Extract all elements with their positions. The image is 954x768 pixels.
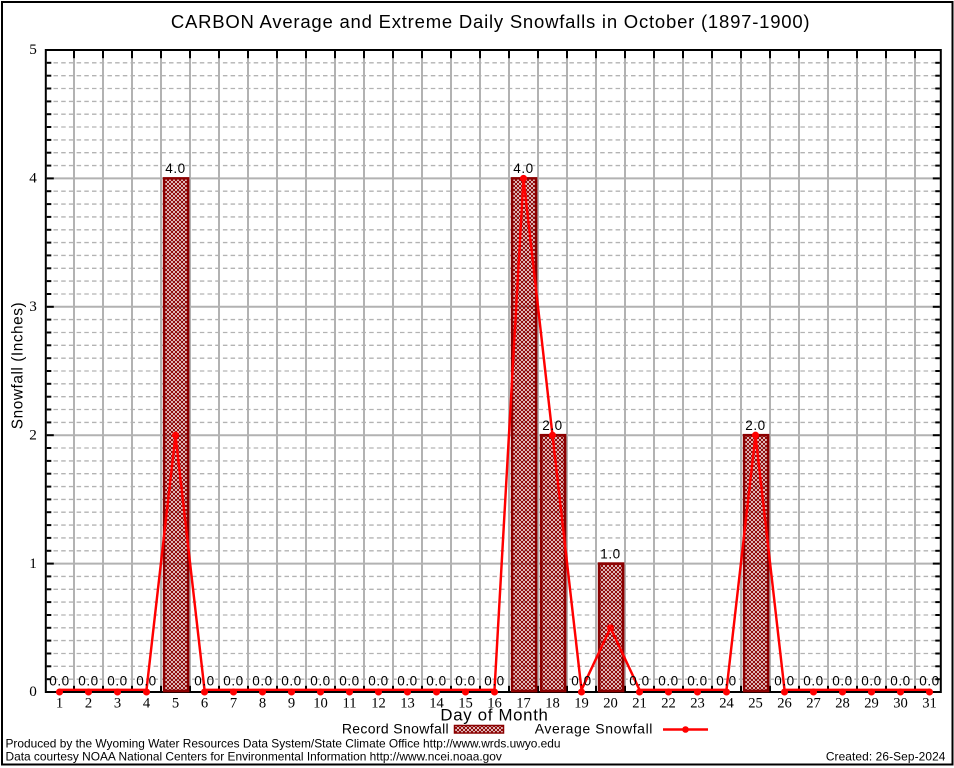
svg-text:0.0: 0.0 bbox=[397, 674, 417, 689]
svg-text:4.0: 4.0 bbox=[513, 161, 533, 176]
svg-text:0: 0 bbox=[29, 683, 37, 700]
svg-text:0.0: 0.0 bbox=[339, 674, 359, 689]
svg-text:14: 14 bbox=[429, 696, 444, 712]
svg-text:Snowfall (Inches): Snowfall (Inches) bbox=[10, 302, 27, 429]
svg-text:7: 7 bbox=[230, 696, 237, 712]
svg-text:0.0: 0.0 bbox=[107, 674, 127, 689]
svg-text:21: 21 bbox=[632, 696, 647, 712]
svg-text:Produced by the Wyoming Water: Produced by the Wyoming Water Resources … bbox=[6, 737, 561, 751]
svg-text:23: 23 bbox=[690, 696, 705, 712]
svg-text:0.0: 0.0 bbox=[281, 674, 301, 689]
svg-text:12: 12 bbox=[371, 696, 386, 712]
svg-text:0.0: 0.0 bbox=[861, 674, 881, 689]
svg-text:2.0: 2.0 bbox=[542, 418, 562, 433]
svg-text:13: 13 bbox=[400, 696, 415, 712]
svg-text:0.0: 0.0 bbox=[890, 674, 910, 689]
svg-text:0.0: 0.0 bbox=[803, 674, 823, 689]
svg-text:0.0: 0.0 bbox=[78, 674, 98, 689]
svg-text:0.0: 0.0 bbox=[571, 674, 591, 689]
svg-text:0.0: 0.0 bbox=[716, 674, 736, 689]
svg-text:3: 3 bbox=[114, 696, 121, 712]
svg-text:Record Snowfall: Record Snowfall bbox=[342, 721, 449, 737]
svg-text:17: 17 bbox=[516, 696, 531, 712]
svg-text:29: 29 bbox=[864, 696, 879, 712]
svg-text:3: 3 bbox=[29, 298, 37, 315]
svg-text:31: 31 bbox=[922, 696, 937, 712]
svg-text:2.0: 2.0 bbox=[745, 418, 765, 433]
svg-text:9: 9 bbox=[288, 696, 295, 712]
svg-text:8: 8 bbox=[259, 696, 266, 712]
svg-text:19: 19 bbox=[574, 696, 589, 712]
svg-text:0.0: 0.0 bbox=[774, 674, 794, 689]
svg-text:CARBON Average and Extreme Dai: CARBON Average and Extreme Daily Snowfal… bbox=[171, 11, 811, 32]
svg-text:6: 6 bbox=[201, 696, 208, 712]
svg-text:4.0: 4.0 bbox=[165, 161, 185, 176]
svg-text:0.0: 0.0 bbox=[426, 674, 446, 689]
svg-text:4: 4 bbox=[29, 170, 37, 187]
svg-text:5: 5 bbox=[29, 41, 37, 58]
svg-text:27: 27 bbox=[806, 696, 821, 712]
svg-text:0.0: 0.0 bbox=[658, 674, 678, 689]
svg-text:30: 30 bbox=[893, 696, 908, 712]
svg-text:0.0: 0.0 bbox=[368, 674, 388, 689]
svg-text:1.0: 1.0 bbox=[600, 546, 620, 561]
svg-text:20: 20 bbox=[603, 696, 618, 712]
svg-text:26: 26 bbox=[777, 696, 792, 712]
svg-text:0.0: 0.0 bbox=[310, 674, 330, 689]
svg-text:5: 5 bbox=[172, 696, 179, 712]
svg-text:24: 24 bbox=[719, 696, 734, 712]
svg-text:0.0: 0.0 bbox=[252, 674, 272, 689]
svg-text:22: 22 bbox=[661, 696, 676, 712]
svg-text:Data courtesy NOAA National Ce: Data courtesy NOAA National Centers for … bbox=[6, 750, 502, 764]
svg-text:1: 1 bbox=[56, 696, 63, 712]
svg-text:15: 15 bbox=[458, 696, 473, 712]
svg-text:0.0: 0.0 bbox=[455, 674, 475, 689]
svg-text:10: 10 bbox=[313, 696, 328, 712]
svg-text:0.0: 0.0 bbox=[136, 674, 156, 689]
svg-text:0.0: 0.0 bbox=[194, 674, 214, 689]
svg-text:2: 2 bbox=[85, 696, 92, 712]
svg-text:0.0: 0.0 bbox=[223, 674, 243, 689]
svg-text:0.0: 0.0 bbox=[484, 674, 504, 689]
svg-text:1: 1 bbox=[29, 555, 37, 572]
svg-text:11: 11 bbox=[342, 696, 356, 712]
svg-text:25: 25 bbox=[748, 696, 763, 712]
svg-text:0.0: 0.0 bbox=[687, 674, 707, 689]
svg-text:0.0: 0.0 bbox=[49, 674, 69, 689]
svg-text:0.0: 0.0 bbox=[629, 674, 649, 689]
svg-text:Created: 26-Sep-2024: Created: 26-Sep-2024 bbox=[826, 750, 946, 764]
svg-text:Day of Month: Day of Month bbox=[440, 706, 548, 725]
svg-text:28: 28 bbox=[835, 696, 850, 712]
svg-text:0.0: 0.0 bbox=[832, 674, 852, 689]
svg-text:16: 16 bbox=[487, 696, 502, 712]
svg-text:4: 4 bbox=[143, 696, 151, 712]
svg-text:2: 2 bbox=[29, 426, 37, 443]
svg-text:18: 18 bbox=[545, 696, 560, 712]
svg-text:Average Snowfall: Average Snowfall bbox=[535, 721, 653, 737]
svg-text:0.0: 0.0 bbox=[919, 674, 939, 689]
